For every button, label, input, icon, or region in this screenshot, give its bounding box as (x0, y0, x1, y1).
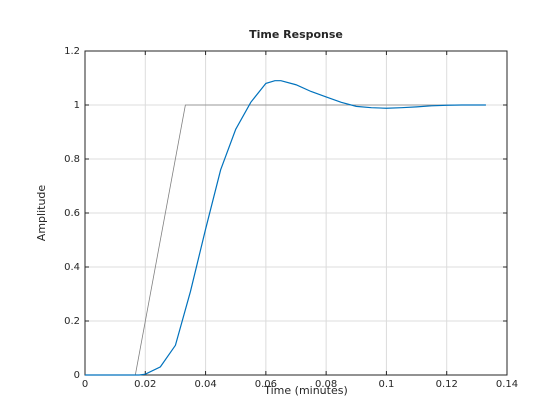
y-tick-label: 1.2 (64, 46, 80, 57)
y-tick-label: 0.8 (64, 154, 80, 165)
y-tick-label: 0.6 (64, 208, 80, 219)
x-tick-label: 0 (82, 379, 88, 390)
y-tick-label: 1 (74, 100, 80, 111)
line-series (85, 80, 486, 376)
y-tick-label: 0 (74, 370, 80, 381)
x-tick-label: 0.14 (496, 379, 518, 390)
plot-frame (84, 50, 508, 376)
chart-title: Time Response (249, 28, 343, 41)
x-tick-label: 0.06 (255, 379, 277, 390)
x-tick-label: 0.02 (134, 379, 156, 390)
x-tick-label: 0.08 (315, 379, 337, 390)
y-tick-label: 0.4 (64, 262, 80, 273)
x-tick-label: 0.1 (378, 379, 394, 390)
x-axis-label: Time (minutes) (263, 384, 348, 397)
y-axis-label: Amplitude (35, 185, 48, 242)
y-tick-label: 0.2 (64, 316, 80, 327)
x-tick-label: 0.04 (194, 379, 216, 390)
x-tick-label: 0.12 (436, 379, 458, 390)
